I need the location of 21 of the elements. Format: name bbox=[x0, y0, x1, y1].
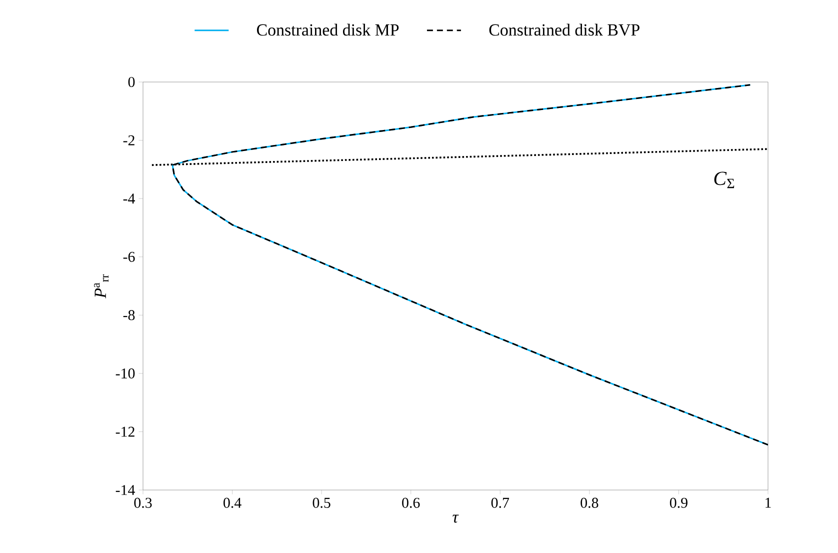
y-tick-label: -6 bbox=[123, 252, 135, 262]
y-tick-label: -10 bbox=[116, 368, 135, 378]
y-tick-label: -4 bbox=[123, 194, 135, 204]
y-tick-label: -8 bbox=[123, 310, 135, 320]
y-tick-label: 0 bbox=[128, 76, 135, 88]
y-tick-label: -12 bbox=[116, 426, 134, 437]
x-axis-title: τ bbox=[452, 514, 459, 523]
legend-label: Constrained disk BVP bbox=[489, 24, 640, 36]
y-axis-title: P$^{a}$rr bbox=[94, 274, 108, 298]
annotation: C$_{Σ}$ bbox=[714, 172, 734, 188]
legend-label: Constrained disk MP bbox=[256, 24, 399, 36]
x-tick-label: 0.7 bbox=[491, 498, 510, 508]
x-tick-label: 0.8 bbox=[580, 498, 598, 508]
x-tick-label: 0.3 bbox=[134, 498, 152, 508]
x-tick-label: 0.4 bbox=[224, 498, 242, 508]
x-tick-label: 1 bbox=[766, 498, 771, 508]
x-tick-label: 0.5 bbox=[312, 498, 330, 508]
y-tick-label: -14 bbox=[116, 485, 135, 495]
x-tick-label: 0.9 bbox=[670, 498, 688, 508]
y-tick-label: -2 bbox=[123, 135, 134, 146]
x-tick-label: 0.6 bbox=[402, 498, 420, 508]
